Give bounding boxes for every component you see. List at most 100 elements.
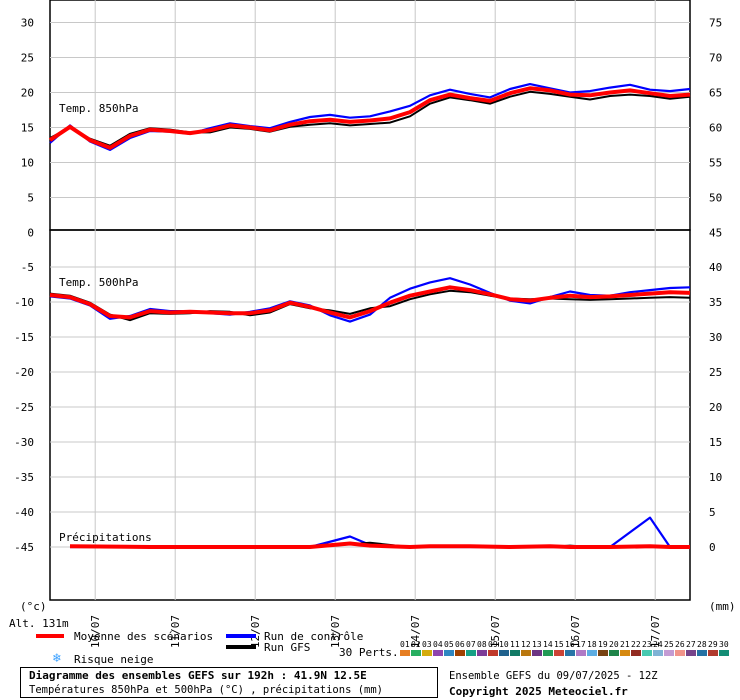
y-tick-left: -35 (14, 471, 34, 484)
pert-swatch (686, 650, 696, 656)
y-tick-left: 5 (27, 192, 34, 205)
pert-number: 17 (576, 640, 586, 649)
y-tick-left: -45 (14, 541, 34, 554)
pert-number: 10 (499, 640, 509, 649)
label-850hpa: Temp. 850hPa (59, 102, 138, 115)
y-tick-right: 50 (709, 192, 722, 205)
pert-number: 29 (708, 640, 718, 649)
series-line (49, 285, 691, 320)
y-tick-left: -20 (14, 366, 34, 379)
y-tick-left: -10 (14, 296, 34, 309)
pert-swatch (697, 650, 707, 656)
unit-right: (mm) (709, 600, 736, 613)
pert-swatch (719, 650, 729, 656)
pert-number: 30 (719, 640, 729, 649)
pert-swatch (642, 650, 652, 656)
pert-swatch (653, 650, 663, 656)
pert-swatch (675, 650, 685, 656)
pert-number: 19 (598, 640, 608, 649)
legend-gfs-label: Run GFS (264, 641, 310, 654)
y-tick-right: 30 (709, 331, 722, 344)
pert-swatch (477, 650, 487, 656)
y-tick-left: -30 (14, 436, 34, 449)
x-tick-label: 10/07 (89, 615, 102, 648)
panel-500-frame (49, 229, 691, 601)
pert-swatch (510, 650, 520, 656)
pert-number: 13 (532, 640, 542, 649)
pert-swatch (411, 650, 421, 656)
pert-swatch (455, 650, 465, 656)
pert-number: 07 (466, 640, 476, 649)
series-line (48, 86, 691, 150)
pert-swatch (466, 650, 476, 656)
y-tick-right: 20 (709, 401, 722, 414)
label-precipitations: Précipitations (59, 531, 152, 544)
pert-swatch (565, 650, 575, 656)
x-tick-label: 13/07 (329, 615, 342, 648)
y-tick-left: 30 (21, 17, 34, 30)
footer-box: Diagramme des ensembles GEFS sur 192h : … (20, 667, 438, 698)
y-tick-right: 70 (709, 52, 722, 65)
chart-title: Diagramme des ensembles GEFS sur 192h : … (29, 669, 367, 682)
y-tick-right: 75 (709, 17, 722, 30)
pert-number: 14 (543, 640, 553, 649)
y-tick-left: -15 (14, 331, 34, 344)
y-tick-right: 45 (709, 227, 722, 240)
pert-swatch (422, 650, 432, 656)
y-tick-right: 55 (709, 157, 722, 170)
perturbation-legend: 01 02 03 04 05 06 07 08 09 10 11 12 13 14 15 16 17 18 19 20… (400, 640, 729, 656)
y-tick-left: -5 (21, 261, 34, 274)
y-tick-right: 60 (709, 122, 722, 135)
pert-swatch (609, 650, 619, 656)
y-tick-right: 15 (709, 436, 722, 449)
legend-mean-label: Moyenne des scénarios (74, 630, 213, 643)
pert-number: 16 (565, 640, 575, 649)
pert-number: 05 (444, 640, 454, 649)
x-tick-label: 17/07 (649, 615, 662, 648)
pert-number: 12 (521, 640, 531, 649)
pert-number: 06 (455, 640, 465, 649)
y-tick-left: -25 (14, 401, 34, 414)
y-tick-left: 20 (21, 87, 34, 100)
pert-swatch (576, 650, 586, 656)
pert-number: 08 (477, 640, 487, 649)
y-tick-left: 0 (27, 227, 34, 240)
y-tick-left: 25 (21, 52, 34, 65)
precip-line (69, 541, 690, 549)
pert-swatch (488, 650, 498, 656)
pert-swatch (499, 650, 509, 656)
pert-number: 25 (664, 640, 674, 649)
y-tick-right: 35 (709, 296, 722, 309)
y-tick-left: 15 (21, 122, 34, 135)
pert-number: 23 (642, 640, 652, 649)
pert-number: 02 (411, 640, 421, 649)
y-tick-right: 65 (709, 87, 722, 100)
pert-swatch (433, 650, 443, 656)
axis-ticks: 10/07 11/07 12/07 13/07 14/07 15/07 16/07 17/07… (14, 17, 722, 649)
copyright: Copyright 2025 Meteociel.fr (449, 685, 628, 698)
y-tick-left: 10 (21, 157, 34, 170)
pert-swatch (554, 650, 564, 656)
pert-swatch (521, 650, 531, 656)
pert-number: 01 (400, 640, 410, 649)
pert-number: 11 (510, 640, 520, 649)
legend-control-label: Run de contrôle (264, 630, 363, 643)
pert-number: 04 (433, 640, 443, 649)
run-info: Ensemble GEFS du 09/07/2025 - 12Z (449, 670, 658, 682)
pert-swatch (664, 650, 674, 656)
pert-number: 15 (554, 640, 564, 649)
pert-number: 18 (587, 640, 597, 649)
x-tick-label: 12/07 (249, 615, 262, 648)
pert-number: 03 (422, 640, 432, 649)
unit-left: (°c) (20, 600, 47, 613)
y-tick-right: 0 (709, 541, 716, 554)
pert-swatch (444, 650, 454, 656)
pert-number: 28 (697, 640, 707, 649)
chart-subtitle: Températures 850hPa et 500hPa (°C) , pré… (29, 684, 384, 696)
y-tick-right: 25 (709, 366, 722, 379)
x-tick-label: 16/07 (569, 615, 582, 648)
pert-number: 21 (620, 640, 630, 649)
altitude-label: Alt. 131m (9, 617, 69, 630)
series-layer (48, 82, 691, 549)
